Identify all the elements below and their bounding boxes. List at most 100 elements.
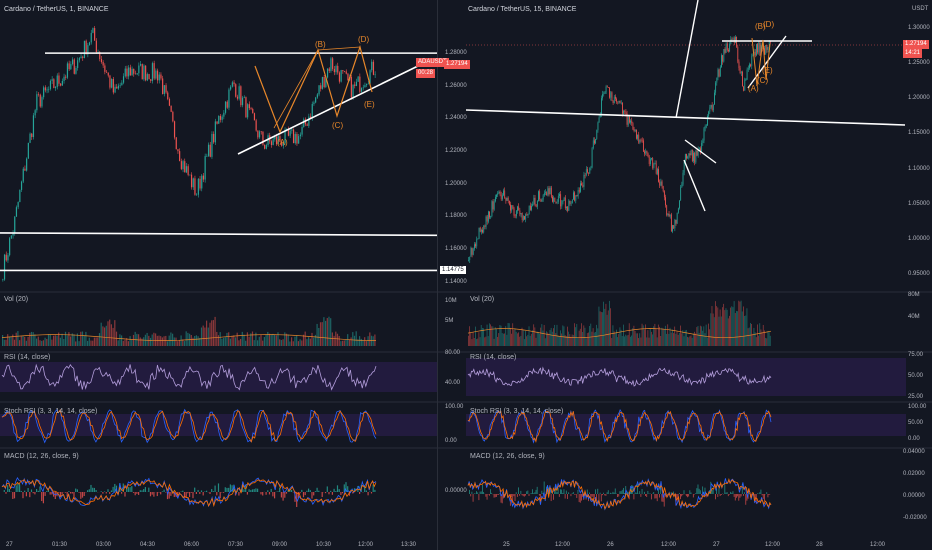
right-macd-histogram xyxy=(589,492,591,494)
left-volume-bar xyxy=(277,332,279,346)
left-candle xyxy=(153,63,155,79)
right-volume-bar xyxy=(748,327,750,346)
right-candle xyxy=(676,212,678,224)
left-macd-histogram xyxy=(365,490,367,492)
right-macd-histogram xyxy=(711,487,713,494)
right-candle xyxy=(556,201,558,203)
left-macd-histogram xyxy=(209,492,211,495)
right-volume-bar xyxy=(553,328,554,346)
right-macd-histogram xyxy=(759,492,761,494)
right-candle xyxy=(474,244,475,249)
left-volume-bar xyxy=(190,334,192,346)
left-volume-bar xyxy=(131,339,133,346)
left-volume-bar xyxy=(149,337,152,346)
right-macd-histogram xyxy=(646,494,648,498)
right-candle xyxy=(695,150,697,163)
right-macd-histogram xyxy=(734,494,736,501)
right-macd-histogram xyxy=(656,494,658,502)
right-volume-bar xyxy=(626,335,628,346)
right-volume-bar xyxy=(584,327,586,346)
right-macd-histogram xyxy=(595,489,596,494)
left-volume-bar xyxy=(229,338,231,346)
right-candle xyxy=(548,188,550,195)
right-volume-bar xyxy=(468,335,469,346)
right-macd-histogram xyxy=(593,494,595,499)
right-candle xyxy=(578,190,580,192)
right-macd-histogram xyxy=(562,492,564,494)
right-macd-histogram xyxy=(725,492,727,494)
right-candle xyxy=(584,174,586,176)
right-volume-bar xyxy=(712,313,714,346)
right-candle xyxy=(704,125,706,129)
left-candle xyxy=(369,70,371,84)
right-macd-histogram xyxy=(509,494,511,506)
right-volume-bar xyxy=(645,324,646,346)
right-macd-histogram xyxy=(632,485,634,494)
left-volume-bar xyxy=(173,337,175,346)
left-volume-bar xyxy=(323,317,325,346)
left-candle xyxy=(255,120,257,131)
right-time-tick: 12:00 xyxy=(765,542,781,548)
right-price-tick: 1.30000 xyxy=(908,24,930,31)
right-macd-histogram xyxy=(719,494,721,497)
left-candle xyxy=(116,86,118,89)
left-macd-histogram xyxy=(104,491,106,492)
right-candle xyxy=(539,191,541,200)
right-volume-bar xyxy=(769,335,771,346)
left-candle xyxy=(43,87,45,98)
right-candle xyxy=(723,49,725,62)
right-macd-histogram xyxy=(473,493,475,494)
left-candle xyxy=(226,101,228,108)
left-macd-histogram xyxy=(294,492,296,502)
left-volume-bar xyxy=(30,331,33,346)
right-macd-histogram xyxy=(521,494,523,496)
chart-divider[interactable] xyxy=(437,0,438,550)
left-candle xyxy=(190,174,193,188)
left-volume-bar xyxy=(330,318,332,346)
right-candle xyxy=(649,159,651,164)
right-candle xyxy=(498,191,500,194)
left-candle xyxy=(289,130,291,136)
left-candle xyxy=(223,112,225,117)
right-volume-bar xyxy=(574,323,575,346)
left-candle xyxy=(139,64,142,66)
left-macd-histogram xyxy=(326,486,328,492)
right-volume-bar xyxy=(591,331,593,346)
left-volume-bar xyxy=(20,336,22,346)
right-volume-bar xyxy=(699,325,701,346)
left-candle xyxy=(44,87,46,91)
right-candle xyxy=(575,195,577,201)
right-candle xyxy=(616,98,617,102)
right-volume-bar xyxy=(607,310,609,346)
left-volume-bar xyxy=(12,334,14,346)
left-time-tick: 04:30 xyxy=(140,542,156,548)
left-macd-histogram xyxy=(297,492,299,498)
right-candle xyxy=(588,172,590,174)
left-macd-histogram xyxy=(217,483,220,492)
left-candle xyxy=(104,65,106,72)
right-macd-histogram xyxy=(501,494,503,504)
right-candle xyxy=(580,183,581,192)
right-macd-histogram xyxy=(519,494,521,496)
left-volume-bar xyxy=(178,340,180,346)
left-macd-histogram xyxy=(90,484,92,492)
left-volume-bar xyxy=(216,331,218,346)
left-candle xyxy=(19,189,21,203)
right-candle xyxy=(625,111,627,114)
right-stoch-tick: 50.00 xyxy=(908,420,924,426)
left-volume-bar xyxy=(364,337,366,346)
right-volume-bar xyxy=(557,336,559,346)
left-candle xyxy=(204,156,206,180)
right-macd-histogram xyxy=(556,492,558,494)
right-macd-histogram xyxy=(650,494,652,500)
right-macd-histogram xyxy=(680,494,681,500)
right-volume-bar xyxy=(539,333,540,346)
right-countdown: 14:21 xyxy=(903,49,923,59)
right-candle xyxy=(583,174,585,187)
left-macd-histogram xyxy=(353,488,356,492)
right-volume-bar xyxy=(577,337,579,346)
right-volume-bar xyxy=(671,329,673,346)
left-candle xyxy=(3,254,6,280)
right-volume-bar xyxy=(697,325,699,346)
